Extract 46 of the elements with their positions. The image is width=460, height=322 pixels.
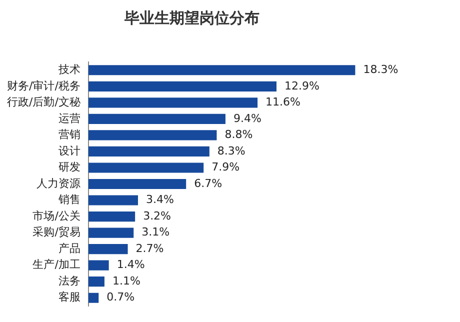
y-tick-label: 设计 xyxy=(58,144,80,158)
bar xyxy=(88,98,258,108)
data-label: 3.4% xyxy=(146,193,174,206)
bar xyxy=(88,114,226,124)
data-label: 18.3% xyxy=(363,62,398,76)
y-tick-label: 生产/加工 xyxy=(32,258,80,272)
chart-title: 毕业生期望岗位分布 xyxy=(124,8,260,27)
data-label: 12.9% xyxy=(284,79,320,92)
y-tick-label: 采购/贸易 xyxy=(32,226,80,239)
bar xyxy=(88,178,186,190)
y-tick-label: 人力资源 xyxy=(36,176,80,190)
data-label: 3.1% xyxy=(142,226,170,239)
data-label: 1.4% xyxy=(116,258,145,272)
bar xyxy=(88,81,276,92)
data-label: 8.8% xyxy=(224,128,253,142)
data-label: 7.9% xyxy=(212,160,240,174)
bar xyxy=(88,211,136,222)
y-tick-label: 产品 xyxy=(58,242,80,255)
bar xyxy=(88,130,217,140)
y-tick-label: 行政/后勤/文秘 xyxy=(6,96,80,109)
data-label: 0.7% xyxy=(106,290,135,304)
y-tick-label: 技术 xyxy=(57,62,80,76)
bar xyxy=(88,276,104,287)
data-label: 1.1% xyxy=(112,274,140,288)
y-tick-label: 营销 xyxy=(58,128,80,142)
y-tick-label: 财务/审计/税务 xyxy=(6,79,80,92)
y-tick-label: 市场/公关 xyxy=(32,209,80,222)
data-label: 11.6% xyxy=(266,96,300,109)
bar xyxy=(88,292,99,303)
bar xyxy=(88,228,134,238)
bar xyxy=(88,260,109,270)
bar xyxy=(88,195,138,206)
data-label: 8.3% xyxy=(217,144,246,158)
bar xyxy=(88,65,356,76)
data-label: 3.2% xyxy=(143,209,172,222)
data-label: 6.7% xyxy=(194,176,222,190)
bar xyxy=(88,146,210,157)
data-label: 9.4% xyxy=(233,112,262,125)
y-tick-label: 法务 xyxy=(58,274,80,288)
bar xyxy=(88,162,204,173)
data-label: 2.7% xyxy=(136,242,164,255)
bar xyxy=(88,244,128,254)
y-tick-label: 客服 xyxy=(58,290,80,304)
y-tick-label: 运营 xyxy=(58,112,80,125)
y-tick-label: 销售 xyxy=(57,193,80,206)
y-tick-label: 研发 xyxy=(58,160,80,174)
